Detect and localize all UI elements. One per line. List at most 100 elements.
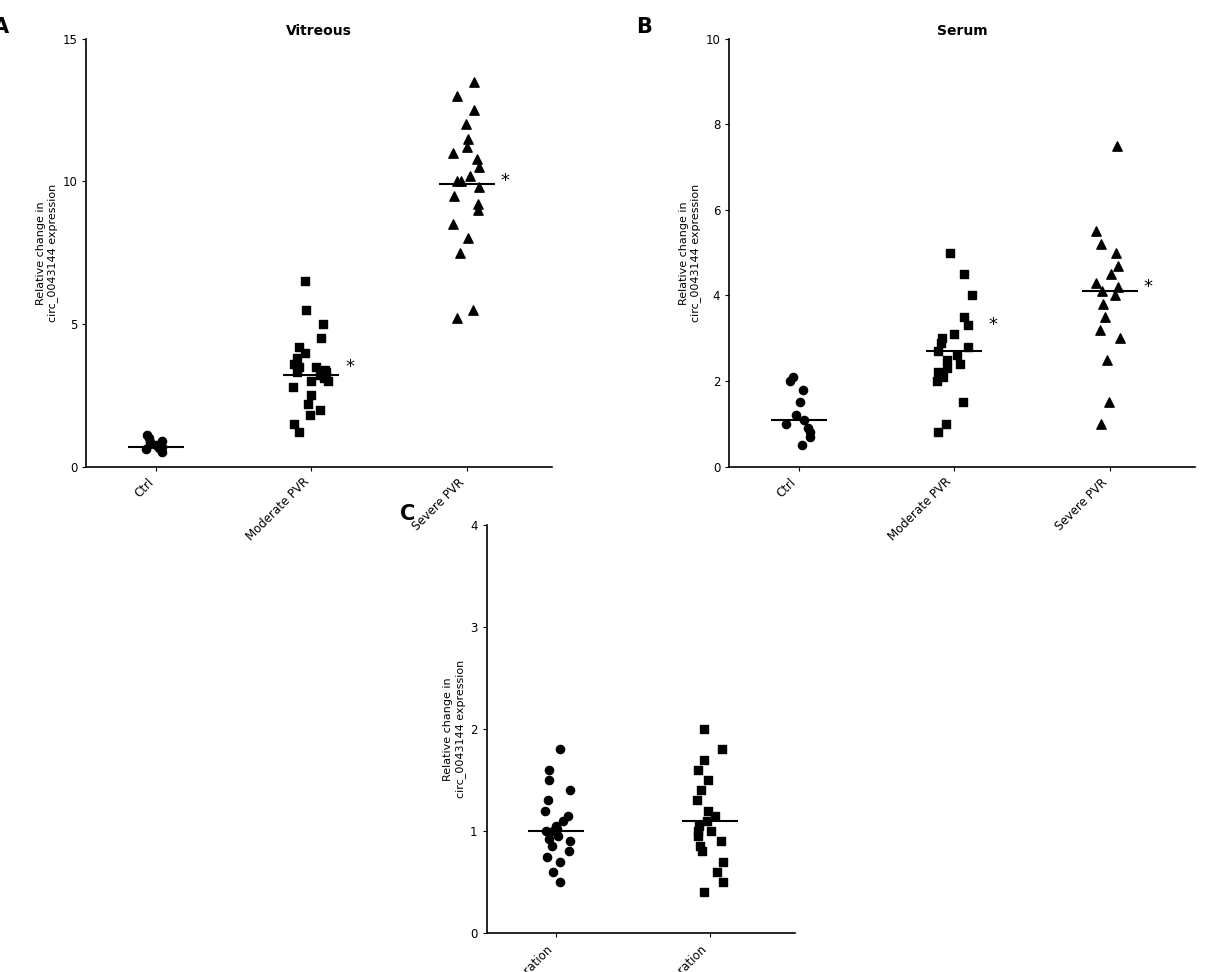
Point — [689, 823, 708, 839]
Point — [457, 139, 477, 155]
Point — [687, 762, 707, 778]
Point — [1095, 309, 1115, 325]
Point — [798, 420, 818, 435]
Point — [713, 854, 733, 870]
Point — [548, 828, 568, 844]
Point — [1109, 258, 1129, 273]
Point — [800, 425, 819, 440]
Point — [536, 823, 556, 839]
Point — [294, 345, 314, 361]
Point — [450, 245, 469, 260]
Point — [140, 436, 160, 452]
Point — [929, 343, 949, 359]
Point — [1105, 288, 1125, 303]
Point — [287, 364, 307, 380]
Point — [139, 431, 159, 446]
Point — [310, 401, 330, 417]
Point — [687, 793, 707, 809]
Point — [691, 782, 711, 798]
Point — [315, 362, 335, 377]
Point — [697, 813, 717, 828]
Point — [547, 818, 567, 834]
Point — [1106, 245, 1126, 260]
Point — [1101, 266, 1121, 282]
Point — [559, 834, 579, 850]
Point — [711, 834, 731, 850]
Point — [781, 373, 801, 389]
Point — [313, 316, 333, 331]
Text: *: * — [988, 317, 998, 334]
Point — [786, 407, 806, 423]
Point — [463, 302, 483, 318]
Point — [549, 875, 569, 890]
Point — [1085, 224, 1105, 239]
Point — [139, 434, 159, 450]
Point — [1098, 352, 1117, 367]
Point — [458, 131, 478, 147]
Point — [713, 875, 733, 890]
Point — [940, 245, 960, 260]
Point — [152, 438, 171, 454]
Point — [931, 334, 951, 350]
Point — [928, 425, 947, 440]
Point — [147, 437, 166, 453]
Point — [301, 373, 320, 389]
Y-axis label: Relative change in
circ_0043144 expression: Relative change in circ_0043144 expressi… — [444, 660, 466, 798]
Point — [468, 202, 488, 218]
Point — [535, 803, 554, 818]
Point — [934, 369, 954, 385]
Point — [451, 174, 471, 190]
Point — [283, 356, 303, 371]
Point — [298, 396, 318, 411]
Point — [464, 74, 484, 89]
Point — [549, 742, 569, 757]
Point — [294, 273, 314, 289]
Point — [447, 310, 467, 326]
Point — [310, 367, 330, 383]
Text: *: * — [501, 172, 510, 191]
Point — [444, 188, 463, 203]
Point — [458, 230, 478, 246]
Point — [952, 395, 972, 410]
Point — [689, 828, 708, 844]
Point — [695, 752, 715, 768]
Point — [947, 348, 967, 364]
Point — [954, 266, 973, 282]
Point — [705, 808, 724, 823]
Point — [460, 168, 479, 184]
Text: *: * — [346, 358, 355, 376]
Point — [152, 434, 171, 449]
Point — [792, 437, 812, 453]
Point — [958, 339, 978, 355]
Point — [1110, 330, 1130, 346]
Point — [137, 428, 156, 443]
Point — [444, 145, 463, 160]
Point — [944, 327, 963, 342]
Point — [538, 772, 558, 787]
Point — [938, 352, 957, 367]
Point — [542, 839, 562, 854]
Point — [1109, 279, 1129, 295]
Point — [1092, 284, 1111, 299]
Point — [301, 388, 320, 403]
Point — [699, 772, 718, 787]
Point — [136, 441, 155, 457]
Point — [1092, 236, 1111, 252]
Point — [776, 416, 796, 432]
Text: A: A — [0, 17, 9, 38]
Point — [933, 330, 952, 346]
Point — [537, 849, 557, 864]
Point — [712, 742, 732, 757]
Point — [538, 831, 558, 847]
Point — [283, 379, 303, 395]
Point — [312, 330, 331, 346]
Point — [543, 864, 563, 880]
Point — [318, 373, 338, 389]
Point — [290, 425, 309, 440]
Title: Serum: Serum — [936, 23, 987, 38]
Point — [699, 803, 718, 818]
Point — [936, 416, 956, 432]
Point — [469, 159, 489, 175]
Point — [553, 813, 573, 828]
Point — [690, 839, 710, 854]
